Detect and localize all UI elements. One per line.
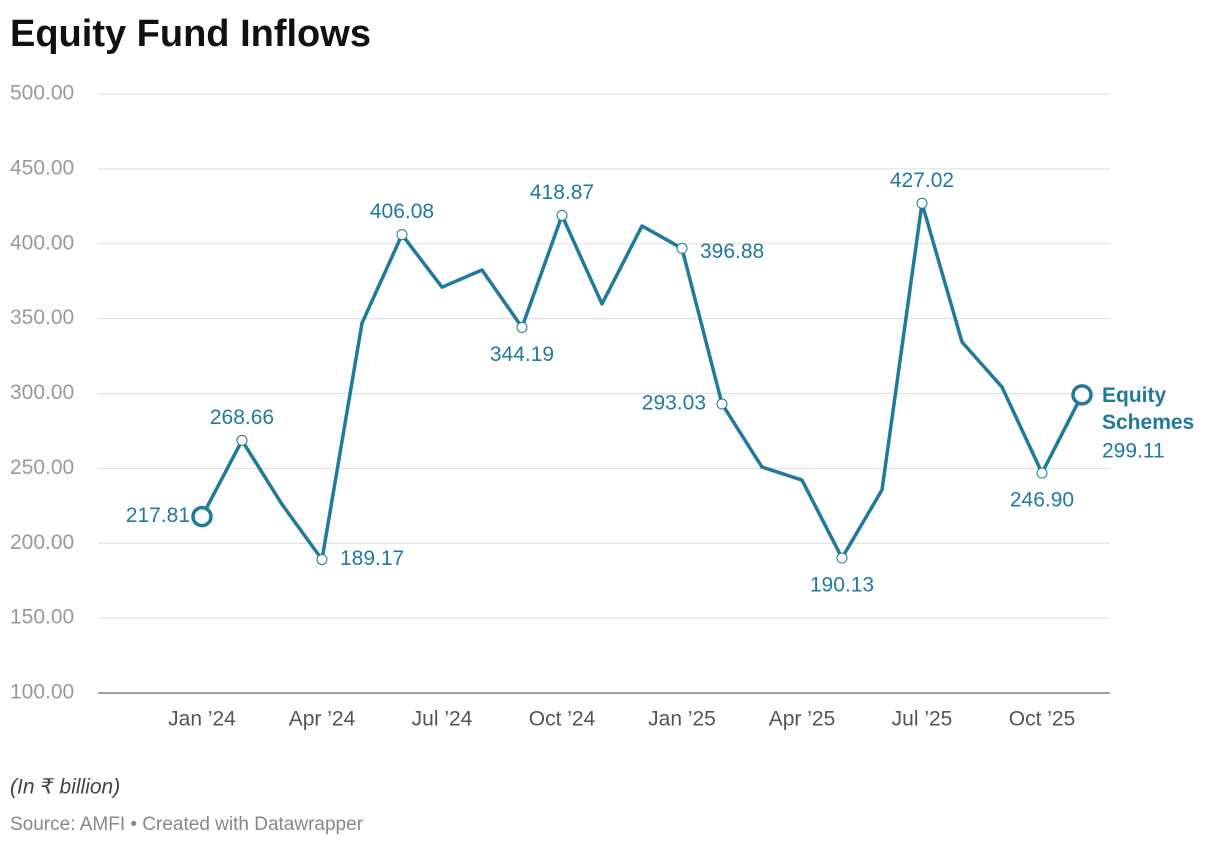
point-marker: [716, 398, 728, 410]
data-label: 299.11: [1102, 439, 1165, 462]
y-tick-label: 150.00: [10, 606, 74, 629]
y-tick-label: 200.00: [10, 531, 74, 554]
x-tick-label: Jul ’25: [892, 708, 953, 731]
data-label: 396.88: [700, 240, 764, 263]
y-tick-label: 450.00: [10, 156, 74, 179]
y-tick-label: 100.00: [10, 681, 74, 704]
data-label: 217.81: [126, 504, 190, 527]
point-marker: [1036, 467, 1048, 479]
data-label: 418.87: [530, 181, 594, 204]
data-label: 293.03: [642, 391, 706, 414]
line: [200, 201, 1084, 562]
point-marker: [316, 553, 328, 565]
point-marker: [396, 229, 408, 241]
y-tick-label: 500.00: [10, 82, 74, 105]
source: Source: AMFI • Created with Datawrapper: [10, 814, 364, 835]
x-tick-label: Jan ’24: [168, 708, 236, 731]
x-tick-label: Jan ’25: [648, 708, 716, 731]
y-tick-label: 400.00: [10, 231, 74, 254]
x-tick-label: Apr ’24: [289, 708, 356, 731]
data-label: 406.08: [370, 200, 434, 223]
y-tick-label: 350.00: [10, 306, 74, 329]
unit-note: (In ₹ billion): [10, 776, 120, 799]
point-marker: [1071, 384, 1093, 406]
data-label: 268.66: [210, 406, 274, 429]
data-label: 246.90: [1010, 489, 1074, 512]
x-tick-label: Oct ’25: [1009, 708, 1076, 731]
data-label: 344.19: [490, 343, 554, 366]
x-tick-label: Oct ’24: [529, 708, 596, 731]
y-tick-label: 300.00: [10, 381, 74, 404]
point-marker: [191, 505, 213, 528]
point-marker: [516, 321, 528, 333]
point-marker: [916, 197, 928, 209]
point-marker: [676, 242, 688, 254]
x-tick-label: Apr ’25: [769, 708, 836, 731]
point-marker: [556, 209, 568, 221]
y-tick-label: 250.00: [10, 456, 74, 479]
data-label: 189.17: [340, 547, 404, 570]
point-marker: [836, 552, 848, 564]
x-tick-label: Jul ’24: [412, 708, 473, 731]
data-label: 190.13: [810, 574, 874, 597]
data-label: 427.02: [890, 169, 954, 192]
chart-title: Equity Fund Inflows: [10, 13, 371, 55]
point-marker: [236, 434, 248, 446]
series-label: Equity Schemes: [1102, 383, 1194, 433]
